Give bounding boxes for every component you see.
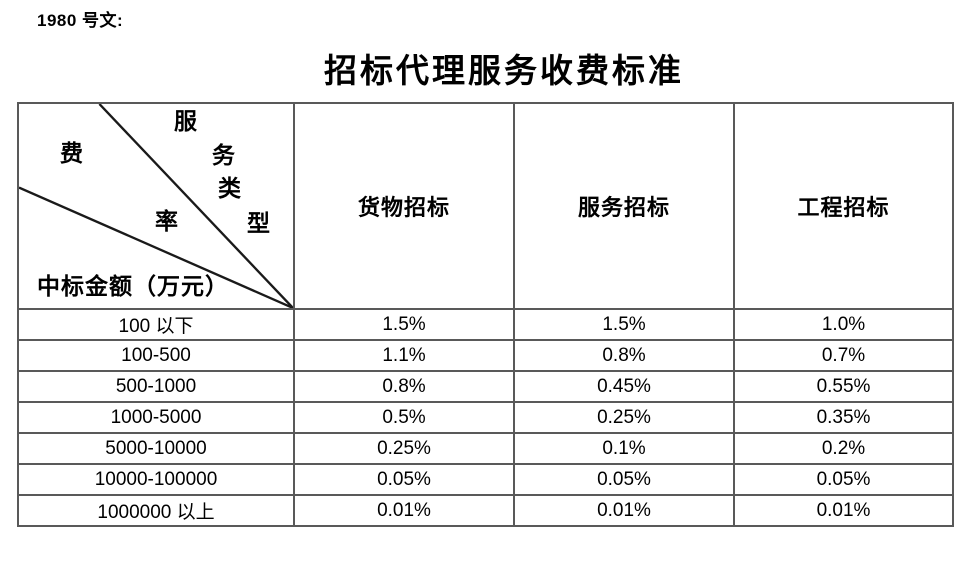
page-title: 招标代理服务收费标准	[324, 54, 684, 90]
corner-service-type-char: 型	[247, 211, 270, 236]
works-rate-cell: 0.35%	[733, 401, 954, 434]
table-row: 5000-10000 0.25% 0.1% 0.2%	[17, 432, 954, 465]
corner-service-type-char: 服	[174, 109, 197, 134]
service-rate-cell: 0.8%	[513, 339, 735, 372]
goods-rate-cell: 0.25%	[293, 432, 515, 465]
corner-fee-rate-char: 率	[155, 209, 178, 234]
doc-number-label: 1980 号文:	[37, 11, 124, 30]
amount-range-cell: 5000-10000	[17, 432, 295, 465]
amount-range-cell: 100-500	[17, 339, 295, 372]
amount-range-cell: 1000-5000	[17, 401, 295, 434]
table-row: 1000-5000 0.5% 0.25% 0.35%	[17, 401, 954, 434]
amount-range-cell: 500-1000	[17, 370, 295, 403]
table-row: 1000000 以上 0.01% 0.01% 0.01%	[17, 494, 954, 527]
service-rate-cell: 0.01%	[513, 494, 735, 527]
column-header-goods: 货物招标	[293, 102, 515, 310]
amount-range-cell: 100 以下	[17, 308, 295, 341]
service-rate-cell: 0.25%	[513, 401, 735, 434]
amount-range-cell: 10000-100000	[17, 463, 295, 496]
works-rate-cell: 0.01%	[733, 494, 954, 527]
service-rate-cell: 0.45%	[513, 370, 735, 403]
goods-rate-cell: 0.8%	[293, 370, 515, 403]
works-rate-cell: 0.7%	[733, 339, 954, 372]
goods-rate-cell: 0.5%	[293, 401, 515, 434]
diagonal-lines	[19, 104, 293, 308]
goods-rate-cell: 0.05%	[293, 463, 515, 496]
works-rate-cell: 0.2%	[733, 432, 954, 465]
corner-service-type-char: 务	[212, 143, 235, 168]
column-header-service: 服务招标	[513, 102, 735, 310]
fee-standard-table: 服 费 务 类 率 型 中标金额（万元） 货物招标 服务招标 工程招标 100 …	[17, 102, 954, 527]
works-rate-cell: 0.05%	[733, 463, 954, 496]
diagonal-corner-cell: 服 费 务 类 率 型 中标金额（万元）	[17, 102, 295, 310]
table-row: 10000-100000 0.05% 0.05% 0.05%	[17, 463, 954, 496]
service-rate-cell: 0.05%	[513, 463, 735, 496]
table-header-row: 服 费 务 类 率 型 中标金额（万元） 货物招标 服务招标 工程招标	[17, 102, 954, 310]
goods-rate-cell: 1.5%	[293, 308, 515, 341]
service-rate-cell: 1.5%	[513, 308, 735, 341]
amount-range-cell: 1000000 以上	[17, 494, 295, 527]
table-row: 500-1000 0.8% 0.45% 0.55%	[17, 370, 954, 403]
table-row: 100-500 1.1% 0.8% 0.7%	[17, 339, 954, 372]
table-row: 100 以下 1.5% 1.5% 1.0%	[17, 308, 954, 341]
column-header-works: 工程招标	[733, 102, 954, 310]
goods-rate-cell: 1.1%	[293, 339, 515, 372]
corner-fee-rate-char: 费	[60, 141, 83, 166]
works-rate-cell: 1.0%	[733, 308, 954, 341]
service-rate-cell: 0.1%	[513, 432, 735, 465]
corner-service-type-char: 类	[218, 176, 241, 201]
goods-rate-cell: 0.01%	[293, 494, 515, 527]
corner-amount-axis-label: 中标金额（万元）	[37, 274, 229, 299]
works-rate-cell: 0.55%	[733, 370, 954, 403]
